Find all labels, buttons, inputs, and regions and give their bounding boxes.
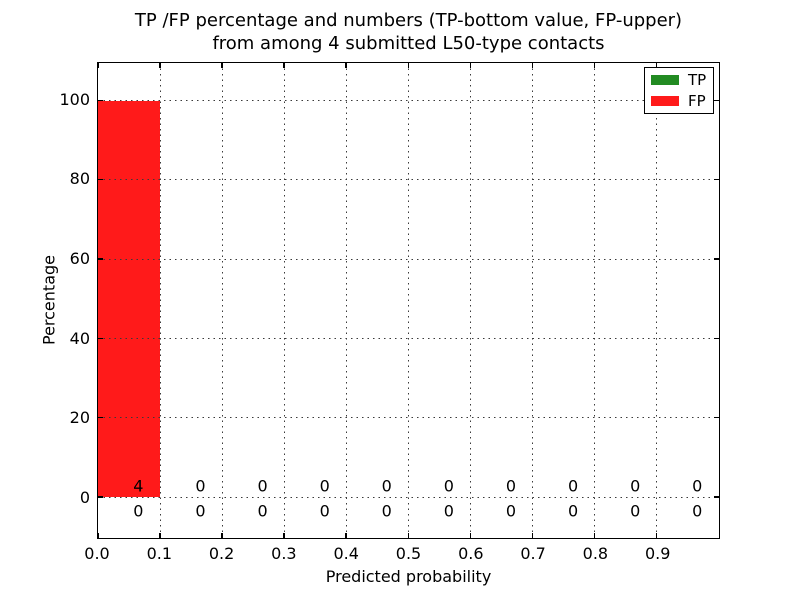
legend-row-tp: TP: [651, 70, 707, 89]
gridline-x-0.6: [470, 63, 472, 538]
xtick-top-0.0: [97, 63, 99, 68]
bar-fp-bin0: [98, 100, 161, 498]
gridline-x-0.4: [345, 63, 347, 538]
legend-label-fp: FP: [688, 91, 706, 110]
ytick-left-100: [98, 99, 103, 102]
xtick-label-0.9: 0.9: [644, 544, 671, 563]
xtick-bottom-0.8: [593, 533, 596, 538]
ytick-left-40: [98, 337, 103, 340]
xtick-bottom-0.6: [469, 533, 472, 538]
ytick-right-80: [714, 178, 719, 181]
xtick-label-0.1: 0.1: [146, 544, 173, 563]
tp-count-bin4: 0: [381, 501, 392, 521]
fp-count-bin7: 0: [567, 476, 579, 496]
xtick-label-0.0: 0.0: [84, 544, 110, 563]
fp-count-bin1: 0: [195, 476, 206, 496]
gridline-x-0.8: [594, 63, 596, 538]
ytick-right-40: [714, 337, 719, 340]
gridline-x-0.9: [656, 63, 658, 538]
xtick-top-0.1: [159, 63, 161, 68]
ytick-label-20: 20: [69, 408, 90, 428]
xtick-bottom-0.3: [283, 533, 285, 538]
xtick-label-0.2: 0.2: [208, 544, 235, 563]
ytick-left-0: [98, 496, 103, 498]
xtick-label-0.6: 0.6: [458, 544, 484, 563]
xtick-label-0.3: 0.3: [271, 544, 297, 563]
chart-title-line1: TP /FP percentage and numbers (TP-bottom…: [134, 10, 683, 31]
x-axis-label: Predicted probability: [325, 567, 492, 586]
legend: TP FP: [644, 67, 714, 114]
legend-label-tp: TP: [688, 70, 707, 89]
xtick-top-0.7: [531, 63, 534, 68]
tp-count-bin1: 0: [195, 501, 206, 521]
ytick-label-40: 40: [69, 328, 90, 348]
tp-swatch-icon: [651, 75, 679, 85]
xtick-bottom-0.4: [345, 533, 347, 538]
tp-count-bin0: 0: [133, 501, 144, 521]
ytick-left-60: [98, 258, 103, 260]
xtick-label-0.8: 0.8: [582, 544, 609, 563]
xtick-top-0.4: [345, 63, 347, 68]
xtick-bottom-0.9: [655, 533, 658, 538]
xtick-label-0.5: 0.5: [395, 544, 422, 563]
gridline-x-0.3: [283, 63, 285, 538]
ytick-right-100: [714, 99, 719, 102]
tp-count-bin7: 0: [567, 501, 579, 521]
fp-count-bin9: 0: [692, 476, 703, 496]
ytick-left-20: [98, 416, 103, 419]
xtick-top-0.9: [655, 63, 658, 68]
plot-area: 4 0 0 0 0 0 0 0 0 0 0 0 0 0 0 0 0 0 0 0 TP FP: [97, 62, 720, 539]
xtick-bottom-0.1: [159, 533, 161, 538]
fp-count-bin4: 0: [381, 476, 392, 496]
xtick-bottom-0.7: [531, 533, 534, 538]
fp-count-bin8: 0: [630, 476, 641, 496]
ytick-label-100: 100: [59, 89, 90, 109]
xtick-top-0.5: [407, 63, 409, 68]
fp-count-bin0: 4: [133, 476, 144, 496]
xtick-bottom-0.0: [97, 533, 99, 538]
tp-count-bin9: 0: [692, 501, 703, 521]
tp-count-bin3: 0: [319, 501, 330, 521]
xtick-label-0.4: 0.4: [333, 544, 359, 563]
tp-count-bin8: 0: [630, 501, 641, 521]
xtick-top-0.2: [221, 63, 223, 68]
fp-count-bin2: 0: [257, 476, 268, 496]
tp-count-bin2: 0: [257, 501, 268, 521]
chart-title: TP /FP percentage and numbers (TP-bottom…: [97, 9, 720, 55]
gridline-x-0.1: [159, 63, 161, 538]
xtick-label-0.7: 0.7: [520, 544, 546, 563]
ytick-label-0: 0: [79, 487, 90, 507]
ytick-label-60: 60: [69, 249, 90, 269]
xtick-top-0.8: [593, 63, 596, 68]
chart-title-line2: from among 4 submitted L50-type contacts: [212, 33, 605, 54]
ytick-label-80: 80: [69, 169, 90, 189]
tp-count-bin6: 0: [505, 501, 517, 521]
fp-swatch-icon: [651, 96, 679, 106]
xtick-bottom-0.2: [221, 533, 223, 538]
xtick-top-0.6: [469, 63, 472, 68]
ytick-right-20: [714, 416, 719, 419]
gridline-x-0.2: [221, 63, 223, 538]
legend-row-fp: FP: [651, 91, 707, 110]
fp-count-bin3: 0: [319, 476, 330, 496]
fp-count-bin6: 0: [505, 476, 517, 496]
ytick-right-0: [714, 496, 719, 498]
gridline-x-0.5: [408, 63, 409, 538]
ytick-left-80: [98, 178, 103, 181]
xtick-top-0.3: [283, 63, 285, 68]
gridline-x-0.7: [532, 63, 534, 538]
xtick-bottom-0.5: [407, 533, 409, 538]
fp-count-bin5: 0: [443, 476, 454, 496]
ytick-right-60: [714, 258, 719, 260]
tp-count-bin5: 0: [443, 501, 454, 521]
